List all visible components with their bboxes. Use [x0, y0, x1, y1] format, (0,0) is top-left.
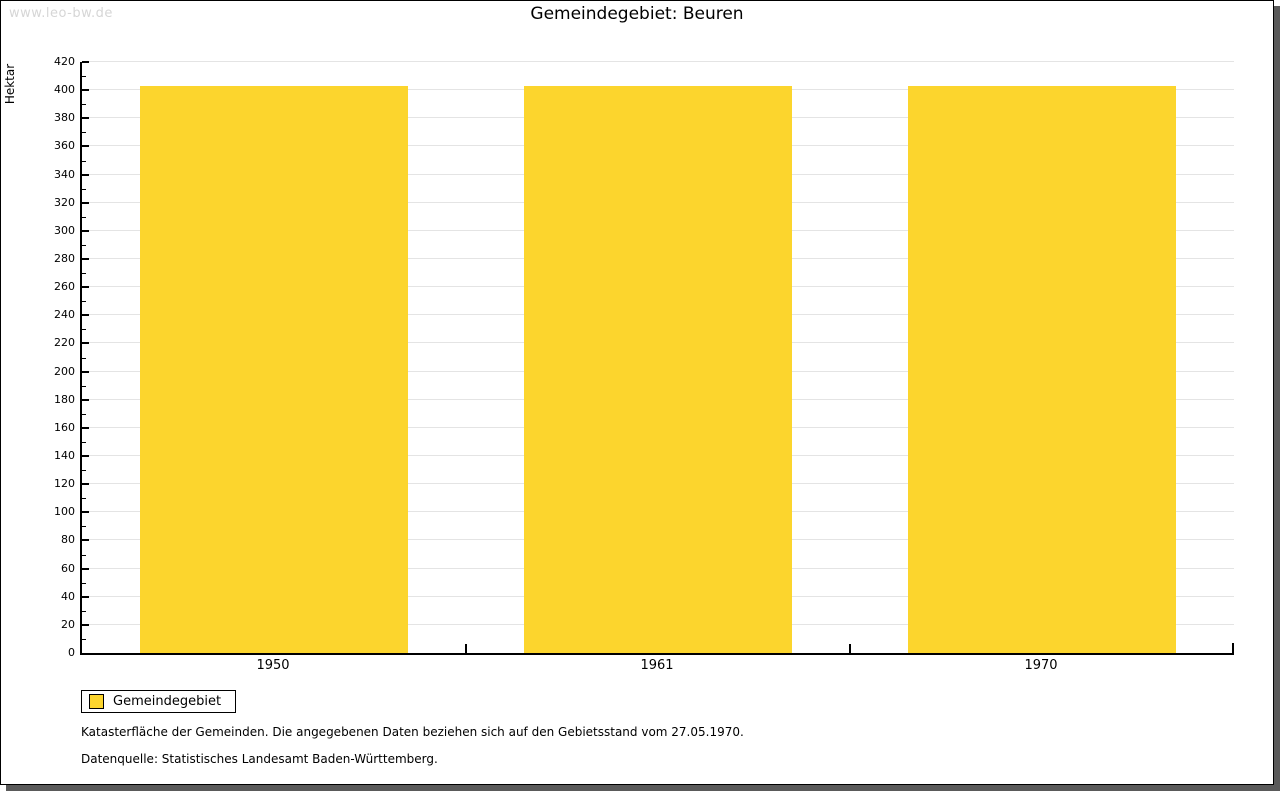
footnote-source-note: Katasterfläche der Gemeinden. Die angege… — [81, 725, 744, 739]
plot-area — [80, 61, 1234, 655]
y-axis-minor-tick — [82, 132, 86, 134]
y-axis-minor-tick — [82, 638, 86, 640]
y-axis-tick-label: 360 — [54, 139, 75, 153]
y-axis-minor-tick — [82, 470, 86, 472]
y-axis-tick-label: 280 — [54, 252, 75, 265]
y-axis-tick-label: 320 — [54, 195, 75, 209]
y-axis-tick-label: 400 — [54, 83, 75, 97]
y-axis-major-tick — [82, 201, 89, 204]
y-axis-minor-tick — [82, 526, 86, 528]
y-axis-major-tick — [82, 511, 89, 514]
y-axis-major-tick — [82, 145, 89, 148]
y-axis-major-tick — [82, 173, 89, 176]
y-axis-tick-label: 100 — [54, 505, 75, 519]
y-axis-tick-label: 140 — [54, 449, 75, 462]
y-axis-major-tick — [82, 370, 89, 373]
y-axis-tick-label: 180 — [54, 392, 75, 406]
y-gridline — [82, 61, 1234, 62]
y-axis-tick-label: 340 — [54, 167, 75, 181]
y-axis-tick-label: 0 — [68, 646, 75, 659]
x-axis-end-tick — [1232, 643, 1234, 653]
y-axis-minor-tick — [82, 76, 86, 78]
y-axis-major-tick — [82, 314, 89, 317]
y-axis-tick-label: 240 — [54, 308, 75, 322]
y-axis-minor-tick — [82, 216, 86, 218]
x-axis-tick — [465, 644, 467, 653]
watermark: www.leo-bw.de — [9, 6, 113, 21]
y-axis-minor-tick — [82, 160, 86, 162]
y-axis-major-tick — [82, 286, 89, 289]
y-axis-major-tick — [82, 483, 89, 486]
x-axis-category-label: 1950 — [256, 658, 290, 673]
x-axis-tick — [849, 644, 851, 653]
y-axis-tick-label: 260 — [54, 280, 75, 294]
y-axis-tick-label: 160 — [54, 420, 75, 434]
y-axis-minor-tick — [82, 357, 86, 359]
y-axis-major-tick — [82, 117, 89, 120]
chart-title: Gemeindegebiet: Beuren — [530, 4, 744, 24]
y-axis-tick-label: 220 — [54, 336, 75, 350]
bar-1950 — [140, 86, 408, 653]
y-axis-minor-tick — [82, 413, 86, 415]
y-axis-minor-tick — [82, 441, 86, 443]
y-axis-minor-tick — [82, 610, 86, 612]
y-axis-tick-label: 20 — [61, 617, 75, 631]
y-axis-tick-label: 40 — [61, 589, 75, 603]
y-axis-major-tick — [82, 229, 89, 232]
y-axis-minor-tick — [82, 104, 86, 106]
y-axis-minor-tick — [82, 385, 86, 387]
y-axis-major-tick — [82, 595, 89, 598]
y-axis-minor-tick — [82, 554, 86, 556]
y-axis-tick-label: 420 — [54, 55, 75, 68]
y-axis-major-tick — [82, 258, 89, 260]
y-axis-minor-tick — [82, 273, 86, 275]
y-axis-minor-tick — [82, 582, 86, 584]
legend-label: Gemeindegebiet — [113, 694, 222, 709]
y-axis-minor-tick — [82, 301, 86, 303]
y-axis-tick-label: 380 — [54, 111, 75, 125]
x-axis-category-label: 1961 — [640, 658, 674, 673]
y-axis-major-tick — [82, 342, 89, 345]
y-axis-major-tick — [82, 567, 89, 570]
footnote-data-source: Datenquelle: Statistisches Landesamt Bad… — [81, 752, 438, 766]
y-axis-tick-label: 200 — [54, 364, 75, 378]
y-axis-minor-tick — [82, 329, 86, 331]
y-axis-minor-tick — [82, 498, 86, 500]
y-axis-major-tick — [82, 398, 89, 401]
y-axis-major-tick — [82, 623, 89, 626]
y-axis-major-tick — [82, 61, 89, 63]
y-axis-tick-label: 60 — [61, 561, 75, 575]
y-axis-major-tick — [82, 455, 89, 457]
y-axis-major-tick — [82, 426, 89, 429]
legend: Gemeindegebiet — [81, 690, 237, 713]
bar-1970 — [908, 86, 1176, 653]
y-axis-tick-label: 300 — [54, 223, 75, 237]
y-axis-major-tick — [82, 89, 89, 92]
y-axis-tick-label: 80 — [61, 533, 75, 547]
y-axis-minor-tick — [82, 244, 86, 246]
y-axis-minor-tick — [82, 188, 86, 190]
legend-swatch-gemeindegebiet — [89, 694, 104, 709]
y-axis-major-tick — [82, 539, 89, 542]
y-axis-tick-label: 120 — [54, 477, 75, 491]
x-axis-category-label: 1970 — [1024, 658, 1058, 673]
bar-1961 — [524, 86, 792, 653]
y-axis-title: Hektar — [3, 63, 18, 105]
